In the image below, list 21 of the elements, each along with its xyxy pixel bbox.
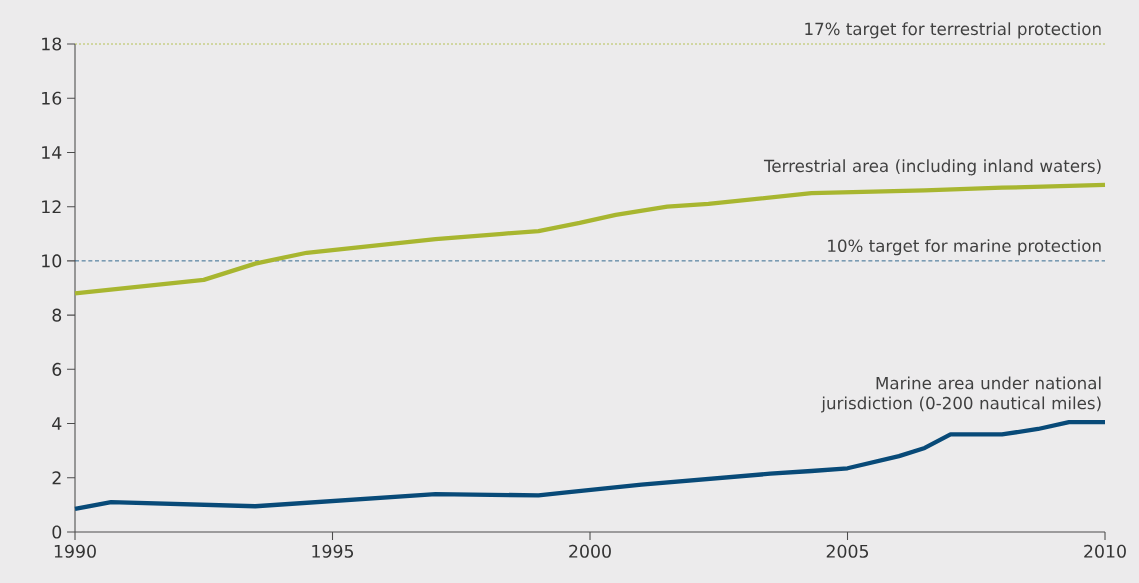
y-tick-label: 18 xyxy=(42,37,62,51)
y-tick-label: 0 xyxy=(52,525,62,539)
ref-line-label: 10% target for marine protection xyxy=(828,239,1101,256)
series-label: Marine area under national jurisdiction (0-200 nautical miles) xyxy=(821,376,1101,413)
y-tick-label: 8 xyxy=(52,308,62,322)
x-tick-label: 1995 xyxy=(312,544,354,558)
ref-line-label: 17% target for terrestrial protection xyxy=(805,22,1101,39)
x-tick-label: 2005 xyxy=(826,544,869,558)
x-tick-label: 2010 xyxy=(1084,544,1126,558)
y-tick-label: 16 xyxy=(42,91,62,105)
y-tick-label: 10 xyxy=(42,254,62,268)
line-series xyxy=(72,182,1108,296)
x-tick-label: 1990 xyxy=(54,544,96,558)
y-tick-label: 6 xyxy=(52,362,62,376)
y-tick-label: 14 xyxy=(42,146,62,159)
x-tick-label: 2000 xyxy=(569,544,611,558)
series-label: Terrestrial area (including inland waters) xyxy=(763,159,1101,176)
y-tick-label: 12 xyxy=(42,200,61,214)
y-tick-label: 4 xyxy=(52,417,62,430)
y-tick-label: 2 xyxy=(52,471,61,485)
line-series xyxy=(72,420,1108,512)
